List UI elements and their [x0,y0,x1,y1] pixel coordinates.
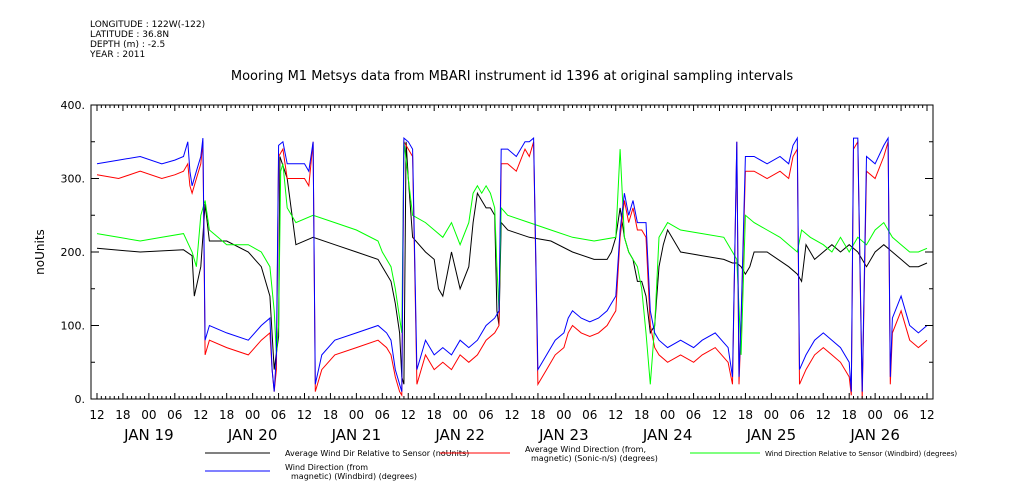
x-hour-label: 12 [608,408,623,422]
y-tick-label: 300. [61,173,86,186]
x-hour-label: 12 [297,408,312,422]
x-hour-label: 18 [738,408,753,422]
x-hour-label: 12 [504,408,519,422]
x-day-label: JAN 25 [746,426,797,444]
x-hour-label: 00 [349,408,364,422]
series-line-3 [96,141,928,385]
x-hour-label: 06 [582,408,597,422]
series-line-4 [96,136,928,392]
longitude-label: LONGITUDE : 122W(-122) [90,20,206,30]
y-tick-label: 0. [75,393,86,406]
legend-label-1: Average Wind Dir Relative to Sensor (noU… [285,449,469,458]
x-hour-label: 18 [530,408,545,422]
x-day-label: JAN 24 [642,426,693,444]
x-hour-label: 18 [842,408,857,422]
legend-label-2: Average Wind Direction (from, magnetic) (… [525,445,658,463]
x-hour-label: 00 [867,408,882,422]
x-day-label: JAN 20 [227,426,278,444]
chart-title: Mooring M1 Metsys data from MBARI instru… [231,69,793,84]
x-hour-label: 00 [556,408,571,422]
x-hour-label: 18 [634,408,649,422]
x-hour-label: 18 [323,408,338,422]
x-day-label: JAN 26 [849,426,900,444]
x-day-label: JAN 21 [331,426,382,444]
x-hour-label: 12 [712,408,727,422]
x-hour-label: 12 [89,408,104,422]
plot-frame [90,104,934,400]
y-axis-label: noUnits [33,229,47,275]
x-hour-label: 06 [167,408,182,422]
x-hour-label: 00 [245,408,260,422]
legend: Average Wind Dir Relative to Sensor (noU… [205,445,957,481]
x-hour-label: 06 [271,408,286,422]
latitude-label: LATITUDE : 36.8N [90,30,170,40]
x-day-label: JAN 23 [538,426,589,444]
depth-label: DEPTH (m) : -2.5 [90,40,166,50]
legend-label-3: Wind Direction Relative to Sensor (Windb… [765,450,957,458]
x-hour-label: 18 [219,408,234,422]
x-hour-label: 06 [375,408,390,422]
axes-group: 0. 100. 200. 300. 400. 12 18 00 06 12 18 00 06 12 18 00… [61,99,935,444]
x-day-label: JAN 19 [123,426,174,444]
y-tick-label: 100. [61,320,86,333]
x-hour-label: 12 [401,408,416,422]
x-hour-label: 00 [660,408,675,422]
x-hour-label: 12 [919,408,934,422]
x-hour-label: 18 [115,408,130,422]
x-hour-label: 06 [790,408,805,422]
x-hour-label: 12 [816,408,831,422]
metadata-block: LONGITUDE : 122W(-122) LATITUDE : 36.8N … [90,20,205,60]
y-tick-label: 200. [61,246,86,259]
x-hour-label: 06 [478,408,493,422]
y-tick-label: 400. [61,99,86,112]
x-hour-label: 06 [686,408,701,422]
legend-label-4: Wind Direction (from magnetic) (Windbird)… [285,463,417,481]
x-hour-label: 00 [452,408,467,422]
year-label: YEAR : 2011 [90,50,146,60]
x-hour-label: 00 [764,408,779,422]
x-hour-label: 00 [141,408,156,422]
x-hour-label: 12 [193,408,208,422]
x-day-label: JAN 22 [434,426,485,444]
series-line-1 [96,141,928,385]
series-group [96,136,928,400]
x-hour-label: 06 [893,408,908,422]
x-hour-label: 18 [427,408,442,422]
